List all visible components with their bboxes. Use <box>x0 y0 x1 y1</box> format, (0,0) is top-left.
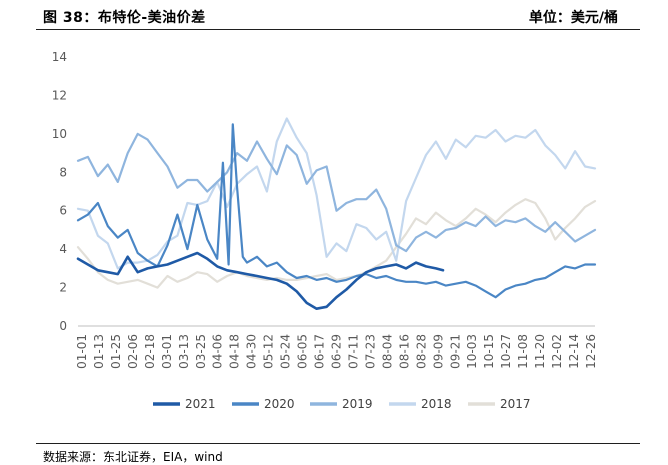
x-tick-label: 01-01 <box>75 334 89 369</box>
x-tick-label: 11-08 <box>516 334 530 369</box>
x-tick-label: 10-27 <box>499 334 513 369</box>
x-tick-label: 02-18 <box>143 334 157 369</box>
x-tick-label: 10-03 <box>465 334 479 369</box>
series-line-2020 <box>76 123 597 299</box>
y-tick-label: 12 <box>52 88 67 102</box>
x-tick-label: 09-21 <box>448 334 462 369</box>
legend-label-2021: 2021 <box>185 397 216 411</box>
x-tick-label: 05-12 <box>262 334 276 369</box>
x-tick-label: 11-20 <box>533 334 547 369</box>
x-tick-label: 08-28 <box>414 334 428 369</box>
series-line-2017 <box>76 198 597 289</box>
x-tick-label: 05-24 <box>279 334 293 369</box>
x-tick-label: 07-23 <box>363 334 377 369</box>
x-tick-label: 02-06 <box>126 334 140 369</box>
x-tick-label: 12-14 <box>567 334 581 369</box>
x-tick-label: 03-01 <box>160 334 174 369</box>
unit-label: 单位：美元/桶 <box>528 10 618 26</box>
figure-title: 图 38：布特伦-美油价差 <box>43 10 206 26</box>
legend-label-2019: 2019 <box>342 397 373 411</box>
source-note: 数据来源：东北证券，EIA，wind <box>43 450 223 464</box>
y-tick-label: 6 <box>59 204 67 218</box>
x-tick-label: 07-11 <box>346 334 360 369</box>
x-tick-label: 04-06 <box>211 334 225 369</box>
x-tick-label: 01-13 <box>92 334 106 369</box>
legend-label-2020: 2020 <box>264 397 295 411</box>
series-lines <box>76 117 597 310</box>
legend-label-2018: 2018 <box>421 397 452 411</box>
x-tick-label: 09-09 <box>431 334 445 369</box>
x-tick-label: 08-16 <box>397 334 411 369</box>
y-tick-label: 0 <box>59 319 67 333</box>
legend: 2021 2020 2019 2018 2017 <box>153 397 531 411</box>
y-tick-label: 4 <box>59 242 67 256</box>
x-tick-label: 06-29 <box>330 334 344 369</box>
y-tick-label: 14 <box>52 50 67 64</box>
x-tick-label: 12-02 <box>550 334 564 369</box>
series-line-2021 <box>76 251 445 310</box>
series-line-2019 <box>76 132 597 253</box>
x-axis: 01-01 01-13 01-25 02-06 02-18 03-01 03-13 03-25… <box>75 325 598 369</box>
y-tick-label: 2 <box>59 281 67 295</box>
top-rule <box>36 29 640 30</box>
x-tick-label: 04-18 <box>228 334 242 369</box>
x-tick-label: 04-30 <box>245 334 259 369</box>
x-tick-label: 01-25 <box>109 334 123 369</box>
y-tick-label: 8 <box>59 165 67 179</box>
x-tick-label: 03-13 <box>177 334 191 369</box>
y-axis: 0 2 4 6 8 10 12 14 <box>52 50 67 333</box>
series-line-2018 <box>76 117 597 270</box>
x-tick-label: 08-04 <box>380 334 394 369</box>
x-tick-label: 06-05 <box>296 334 310 369</box>
figure-header: 图 38：布特伦-美油价差 单位：美元/桶 <box>0 0 668 30</box>
x-tick-label: 03-25 <box>194 334 208 369</box>
bottom-rule <box>36 443 640 444</box>
x-tick-label: 12-26 <box>584 334 598 369</box>
x-tick-label: 10-15 <box>482 334 496 369</box>
x-tick-label: 06-17 <box>313 334 327 369</box>
legend-label-2017: 2017 <box>500 397 531 411</box>
y-tick-label: 10 <box>52 127 67 141</box>
